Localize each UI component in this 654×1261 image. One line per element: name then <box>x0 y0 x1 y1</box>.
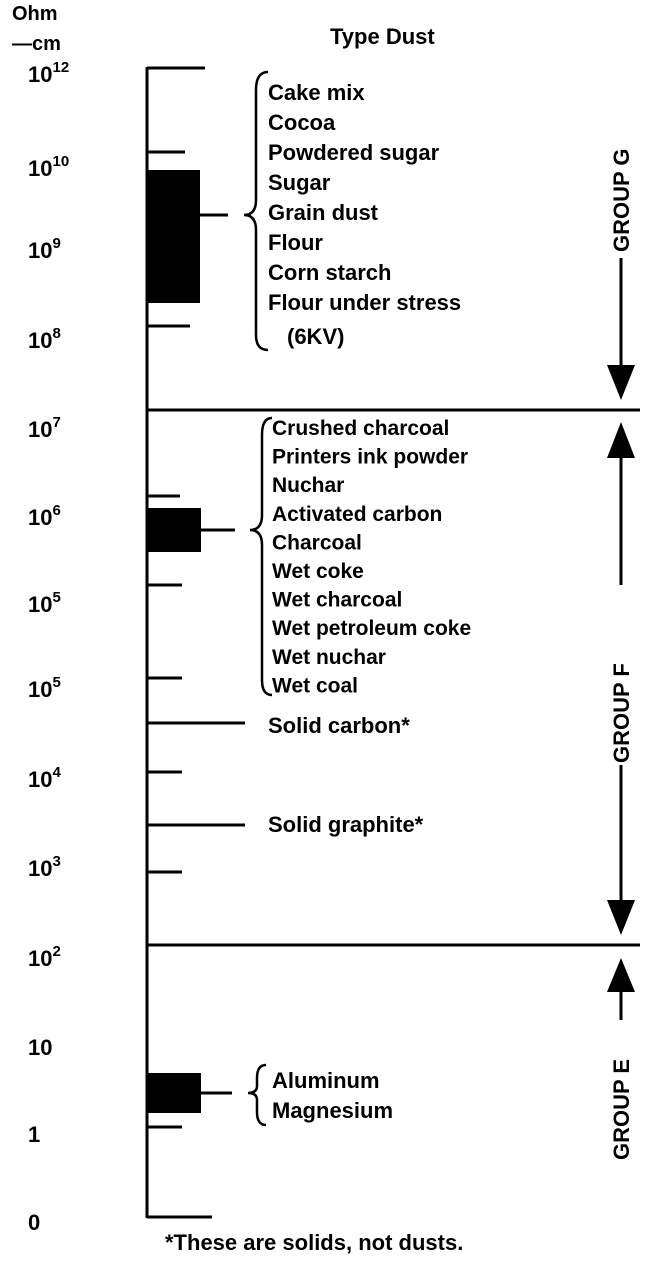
scale-label: 105 <box>28 674 61 702</box>
scale-base: 10 <box>28 417 52 442</box>
scale-exponent: 5 <box>52 674 60 691</box>
dust-item: Flour <box>268 230 323 255</box>
dust-item: Cocoa <box>268 110 336 135</box>
scale-exponent: 6 <box>52 502 60 519</box>
dust-item: Powdered sugar <box>268 140 440 165</box>
dust-item: Corn starch <box>268 260 391 285</box>
dust-item: (6KV) <box>287 324 344 349</box>
scale-base: 10 <box>28 1035 52 1060</box>
scale-label: 108 <box>28 325 61 353</box>
scale-exponent: 10 <box>52 153 69 170</box>
group-label: GROUP G <box>609 148 634 252</box>
group-arrows <box>607 258 635 1020</box>
scale-exponent: 3 <box>52 853 60 870</box>
dust-item: Wet coal <box>272 674 358 697</box>
scale-label: 105 <box>28 589 61 617</box>
scale-base: 0 <box>28 1210 40 1235</box>
scale-label: 104 <box>28 764 61 792</box>
solid-item: Solid carbon* <box>268 713 410 738</box>
scale-base: 10 <box>28 767 52 792</box>
group-label: GROUP E <box>609 1059 634 1160</box>
dust-item: Flour under stress <box>268 290 461 315</box>
scale-exponent: 5 <box>52 589 60 606</box>
scale-base: 10 <box>28 238 52 263</box>
scale-label: 107 <box>28 414 61 442</box>
scale-label: 1012 <box>28 59 69 87</box>
scale-base: 10 <box>28 677 52 702</box>
heading: Type Dust <box>330 24 435 49</box>
scale-base: 10 <box>28 328 52 353</box>
scale-label: 0 <box>28 1210 40 1235</box>
dust-item: Activated carbon <box>272 503 442 526</box>
scale-label: 10 <box>28 1035 52 1060</box>
footnote: *These are solids, not dusts. <box>165 1230 463 1255</box>
scale-exponent: 2 <box>52 943 60 960</box>
axis <box>145 66 640 1219</box>
dust-item: Printers ink powder <box>272 446 468 469</box>
scale-base: 10 <box>28 946 52 971</box>
scale-exponent: 12 <box>52 59 69 76</box>
scale-label: 1 <box>28 1122 40 1147</box>
unit-label: Ohm <box>12 3 58 25</box>
solid-item: Solid graphite* <box>268 812 424 837</box>
dust-item: Wet petroleum coke <box>272 617 471 640</box>
braces <box>243 70 273 1127</box>
dust-item: Charcoal <box>272 531 362 554</box>
scale-base: 10 <box>28 62 52 87</box>
scale-exponent: 8 <box>52 325 60 342</box>
scale-base: 10 <box>28 505 52 530</box>
group-label: GROUP F <box>609 663 634 763</box>
dust-item: Nuchar <box>272 474 344 497</box>
scale-base: 1 <box>28 1122 40 1147</box>
dust-item: Crushed charcoal <box>272 417 449 440</box>
scale-base: 10 <box>28 856 52 881</box>
dust-item: Wet charcoal <box>272 589 402 612</box>
dust-item: Magnesium <box>272 1098 393 1123</box>
scale-exponent: 9 <box>52 235 60 252</box>
scale-label: 106 <box>28 502 61 530</box>
dust-item: Aluminum <box>272 1068 380 1093</box>
dust-item: Cake mix <box>268 80 365 105</box>
dust-item: Wet coke <box>272 560 364 583</box>
dust-item: Grain dust <box>268 200 379 225</box>
scale-label: 109 <box>28 235 61 263</box>
unit-label: —cm <box>12 33 61 55</box>
scale-base: 10 <box>28 156 52 181</box>
scale-label: 102 <box>28 943 61 971</box>
scale-base: 10 <box>28 592 52 617</box>
dust-item: Wet nuchar <box>272 646 386 669</box>
scale-label: 1010 <box>28 153 69 181</box>
scale-exponent: 4 <box>52 764 61 781</box>
dust-item: Sugar <box>268 170 331 195</box>
scale-label: 103 <box>28 853 61 881</box>
scale-exponent: 7 <box>52 414 60 431</box>
